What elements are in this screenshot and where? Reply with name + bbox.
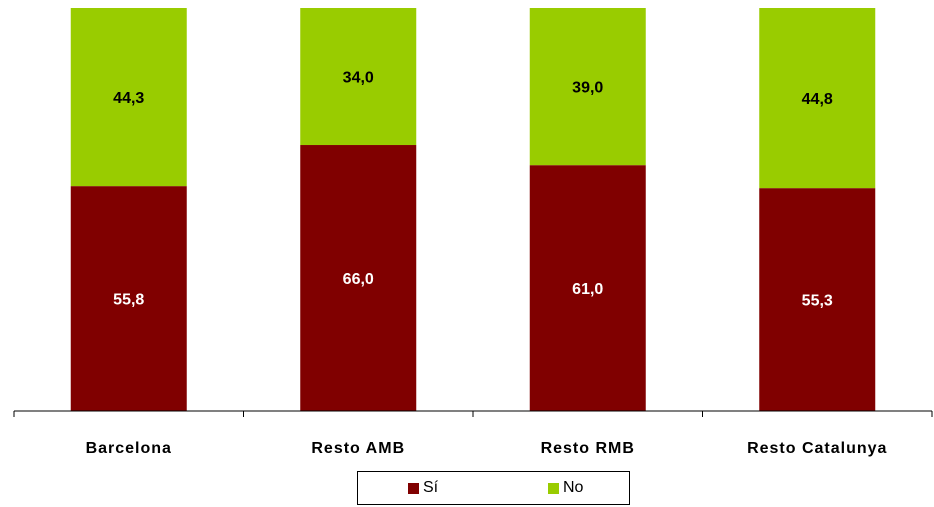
- legend-item-no: No: [548, 472, 583, 504]
- legend-item-si: Sí: [408, 472, 438, 504]
- data-label-no-1: 34,0: [343, 70, 374, 87]
- data-label-si-0: 55,8: [113, 292, 144, 309]
- data-label-si-1: 66,0: [343, 271, 374, 288]
- legend-label-no: No: [563, 479, 584, 496]
- legend-swatch-no: [548, 482, 559, 494]
- data-label-no-2: 39,0: [572, 80, 603, 97]
- stacked-bar-chart: 55,8 44,3 66,0 34,0 61,0 39,0 55,3 44,8 Barcelo…: [13, 8, 933, 457]
- bars-group: 55,8 44,3 66,0 34,0 61,0 39,0 55,3 44,8: [70, 8, 876, 411]
- bar-si-1: [300, 145, 417, 411]
- bar-no-1: [300, 8, 417, 146]
- data-label-si-3: 55,3: [802, 293, 833, 310]
- data-label-si-2: 61,0: [572, 281, 603, 298]
- category-labels: Barcelona Resto AMB Resto RMB Resto Catalun…: [86, 440, 887, 457]
- legend: Sí No: [357, 471, 630, 505]
- data-label-no-3: 44,8: [802, 91, 833, 108]
- bar-si-0: [70, 186, 187, 411]
- bar-no-3: [759, 8, 876, 189]
- data-label-no-0: 44,3: [113, 90, 144, 107]
- legend-label-si: Sí: [423, 479, 439, 496]
- category-label-1: Resto AMB: [311, 440, 405, 457]
- bar-si-2: [529, 165, 646, 411]
- bar-no-0: [70, 8, 187, 187]
- category-label-3: Resto Catalunya: [747, 440, 887, 457]
- bar-si-3: [759, 188, 876, 411]
- category-label-2: Resto RMB: [541, 440, 635, 457]
- category-label-0: Barcelona: [86, 440, 172, 457]
- x-axis: [13, 410, 933, 417]
- legend-swatch-si: [408, 482, 419, 494]
- bar-no-2: [529, 8, 646, 166]
